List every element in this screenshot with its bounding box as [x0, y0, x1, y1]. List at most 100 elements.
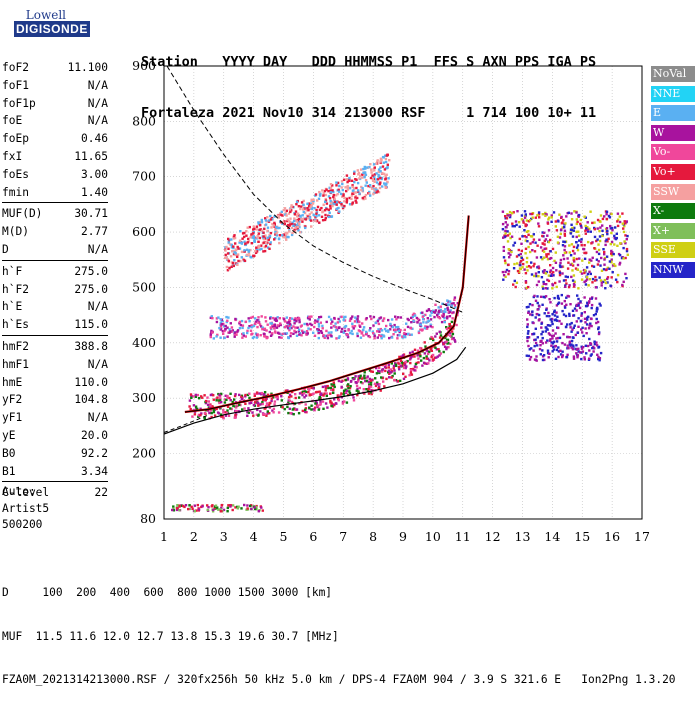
- echo-point: [595, 321, 598, 325]
- echo-point: [360, 185, 363, 189]
- y-tick-label: 200: [132, 446, 156, 461]
- echo-point: [555, 311, 558, 314]
- echo-point: [504, 275, 507, 278]
- param-value: 3.00: [81, 167, 108, 181]
- echo-point: [340, 204, 343, 207]
- echo-point: [437, 306, 440, 309]
- echo-point: [400, 355, 403, 358]
- echo-point: [573, 280, 576, 283]
- echo-point: [584, 229, 587, 232]
- echo-point: [540, 322, 543, 325]
- echo-point: [317, 197, 321, 200]
- echo-point: [393, 369, 396, 372]
- echo-point: [232, 235, 236, 238]
- echo-point: [574, 333, 577, 337]
- echo-point: [411, 315, 414, 319]
- echo-point: [393, 328, 396, 331]
- echo-point: [383, 182, 386, 185]
- echo-point: [429, 348, 432, 351]
- echo-point: [295, 318, 299, 321]
- echo-point: [206, 508, 209, 512]
- x-tick-label: 13: [515, 529, 531, 544]
- echo-point: [210, 505, 213, 508]
- echo-point: [325, 320, 328, 324]
- echo-point: [410, 321, 413, 324]
- echo-point: [440, 310, 443, 313]
- echo-point: [256, 325, 259, 329]
- echo-point: [593, 221, 596, 224]
- echo-point: [544, 330, 547, 333]
- echo-point: [216, 506, 219, 509]
- echo-point: [356, 317, 359, 321]
- echo-point: [400, 361, 404, 364]
- echo-point: [241, 324, 245, 327]
- echo-point: [403, 332, 406, 335]
- echo-point: [523, 214, 527, 218]
- echo-point: [258, 236, 262, 240]
- echo-point: [301, 393, 304, 397]
- echo-point: [622, 280, 625, 283]
- echo-point: [301, 331, 305, 334]
- echo-point: [614, 237, 617, 240]
- x-tick-label: 11: [455, 529, 471, 544]
- echo-point: [596, 353, 599, 356]
- param-value: N/A: [87, 78, 108, 92]
- echo-point: [286, 223, 290, 227]
- echo-point: [245, 508, 248, 511]
- footer-distance-row: D 100 200 400 600 800 1000 1500 3000 [km…: [2, 586, 333, 599]
- echo-point: [233, 416, 236, 419]
- echo-point: [566, 323, 569, 326]
- echo-point: [315, 212, 318, 215]
- echo-point: [365, 317, 368, 320]
- echo-point: [381, 370, 384, 373]
- echo-point: [422, 356, 426, 360]
- echo-point: [570, 339, 574, 343]
- echo-point: [352, 327, 355, 330]
- echo-point: [331, 405, 335, 408]
- echo-point: [289, 324, 292, 327]
- echo-point: [274, 228, 277, 231]
- echo-point: [597, 260, 600, 263]
- echo-point: [555, 285, 558, 289]
- echo-point: [368, 335, 372, 339]
- echo-point: [563, 245, 567, 248]
- echo-point: [209, 334, 212, 337]
- echo-point: [438, 330, 441, 333]
- echo-point: [206, 403, 210, 406]
- echo-point: [561, 226, 564, 229]
- echo-point: [315, 215, 318, 218]
- echo-point: [176, 504, 179, 507]
- echo-point: [586, 221, 589, 224]
- echo-point: [232, 264, 235, 268]
- echo-point: [239, 259, 242, 263]
- echo-point: [223, 336, 226, 340]
- echo-point: [448, 324, 451, 327]
- echo-point: [347, 179, 350, 182]
- echo-point: [291, 390, 294, 394]
- echo-point: [571, 348, 575, 351]
- echo-point: [367, 392, 371, 395]
- echo-point: [540, 276, 544, 279]
- echo-point: [310, 408, 313, 411]
- echo-point: [544, 247, 548, 250]
- echo-point: [329, 207, 332, 210]
- echo-point: [603, 253, 606, 256]
- echo-point: [401, 335, 404, 338]
- echo-point: [222, 417, 225, 420]
- echo-point: [321, 400, 325, 403]
- echo-point: [446, 306, 449, 309]
- echo-point: [409, 327, 413, 330]
- echo-point: [614, 264, 617, 268]
- echo-point: [524, 272, 528, 275]
- echo-point: [546, 351, 550, 355]
- echo-point: [616, 224, 620, 228]
- echo-point: [232, 246, 235, 250]
- echo-point: [547, 240, 550, 244]
- echo-point: [285, 324, 288, 328]
- echo-point: [414, 362, 418, 366]
- echo-point: [543, 312, 546, 315]
- echo-point: [375, 372, 379, 375]
- echo-point: [402, 366, 406, 369]
- echo-point: [425, 349, 428, 352]
- echo-point: [310, 225, 313, 228]
